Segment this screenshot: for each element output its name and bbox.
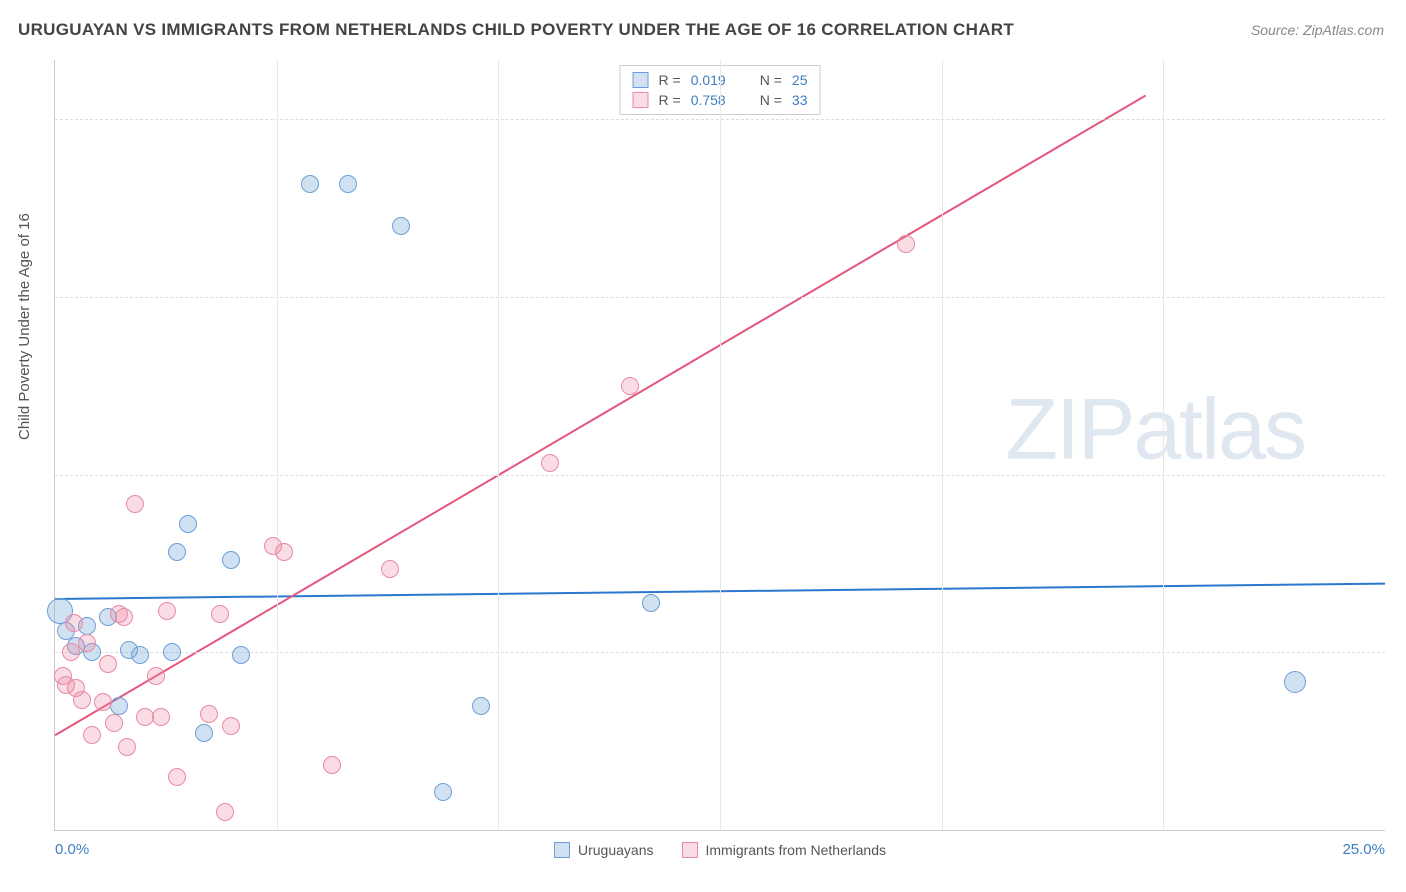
scatter-point: [222, 551, 240, 569]
scatter-point: [115, 608, 133, 626]
scatter-point: [147, 667, 165, 685]
legend-item-blue: Uruguayans: [554, 842, 654, 858]
scatter-point: [158, 602, 176, 620]
scatter-point: [65, 614, 83, 632]
x-tick-label: 0.0%: [55, 841, 89, 858]
swatch-pink-icon: [681, 842, 697, 858]
scatter-point: [222, 717, 240, 735]
scatter-point: [168, 543, 186, 561]
scatter-point: [152, 708, 170, 726]
scatter-point: [83, 726, 101, 744]
plot-area: ZIPatlas R = 0.019 N = 25 R = 0.758 N = …: [54, 60, 1385, 831]
legend-label-pink: Immigrants from Netherlands: [705, 842, 886, 858]
scatter-point: [163, 643, 181, 661]
series-legend: Uruguayans Immigrants from Netherlands: [554, 842, 886, 858]
gridline-v: [277, 60, 278, 830]
scatter-point: [392, 217, 410, 235]
scatter-point: [110, 697, 128, 715]
scatter-point: [232, 646, 250, 664]
scatter-point: [642, 594, 660, 612]
scatter-point: [381, 560, 399, 578]
scatter-point: [339, 175, 357, 193]
legend-item-pink: Immigrants from Netherlands: [681, 842, 886, 858]
scatter-point: [301, 175, 319, 193]
x-tick-label: 25.0%: [1342, 841, 1385, 858]
y-tick-label: 30.0%: [1395, 466, 1406, 483]
gridline-v: [720, 60, 721, 830]
scatter-point: [99, 655, 117, 673]
chart-title: URUGUAYAN VS IMMIGRANTS FROM NETHERLANDS…: [18, 20, 1014, 40]
scatter-point: [168, 768, 186, 786]
scatter-point: [621, 377, 639, 395]
scatter-point: [118, 738, 136, 756]
scatter-point: [78, 634, 96, 652]
scatter-point: [1284, 671, 1306, 693]
scatter-point: [62, 643, 80, 661]
scatter-point: [323, 756, 341, 774]
scatter-point: [211, 605, 229, 623]
scatter-point: [275, 543, 293, 561]
trend-line: [55, 96, 1146, 736]
scatter-point: [541, 454, 559, 472]
scatter-point: [200, 705, 218, 723]
y-tick-label: 60.0%: [1395, 111, 1406, 128]
scatter-point: [105, 714, 123, 732]
scatter-point: [897, 235, 915, 253]
swatch-blue-icon: [554, 842, 570, 858]
scatter-point: [73, 691, 91, 709]
gridline-v: [1163, 60, 1164, 830]
scatter-point: [195, 724, 213, 742]
chart-container: URUGUAYAN VS IMMIGRANTS FROM NETHERLANDS…: [0, 0, 1406, 892]
source-attribution: Source: ZipAtlas.com: [1251, 22, 1384, 38]
y-tick-label: 45.0%: [1395, 288, 1406, 305]
scatter-point: [179, 515, 197, 533]
scatter-point: [216, 803, 234, 821]
y-tick-label: 15.0%: [1395, 644, 1406, 661]
gridline-v: [498, 60, 499, 830]
scatter-point: [472, 697, 490, 715]
scatter-point: [94, 693, 112, 711]
scatter-point: [434, 783, 452, 801]
scatter-point: [131, 646, 149, 664]
y-axis-label: Child Poverty Under the Age of 16: [16, 213, 33, 440]
legend-label-blue: Uruguayans: [578, 842, 654, 858]
gridline-v: [942, 60, 943, 830]
scatter-point: [126, 495, 144, 513]
